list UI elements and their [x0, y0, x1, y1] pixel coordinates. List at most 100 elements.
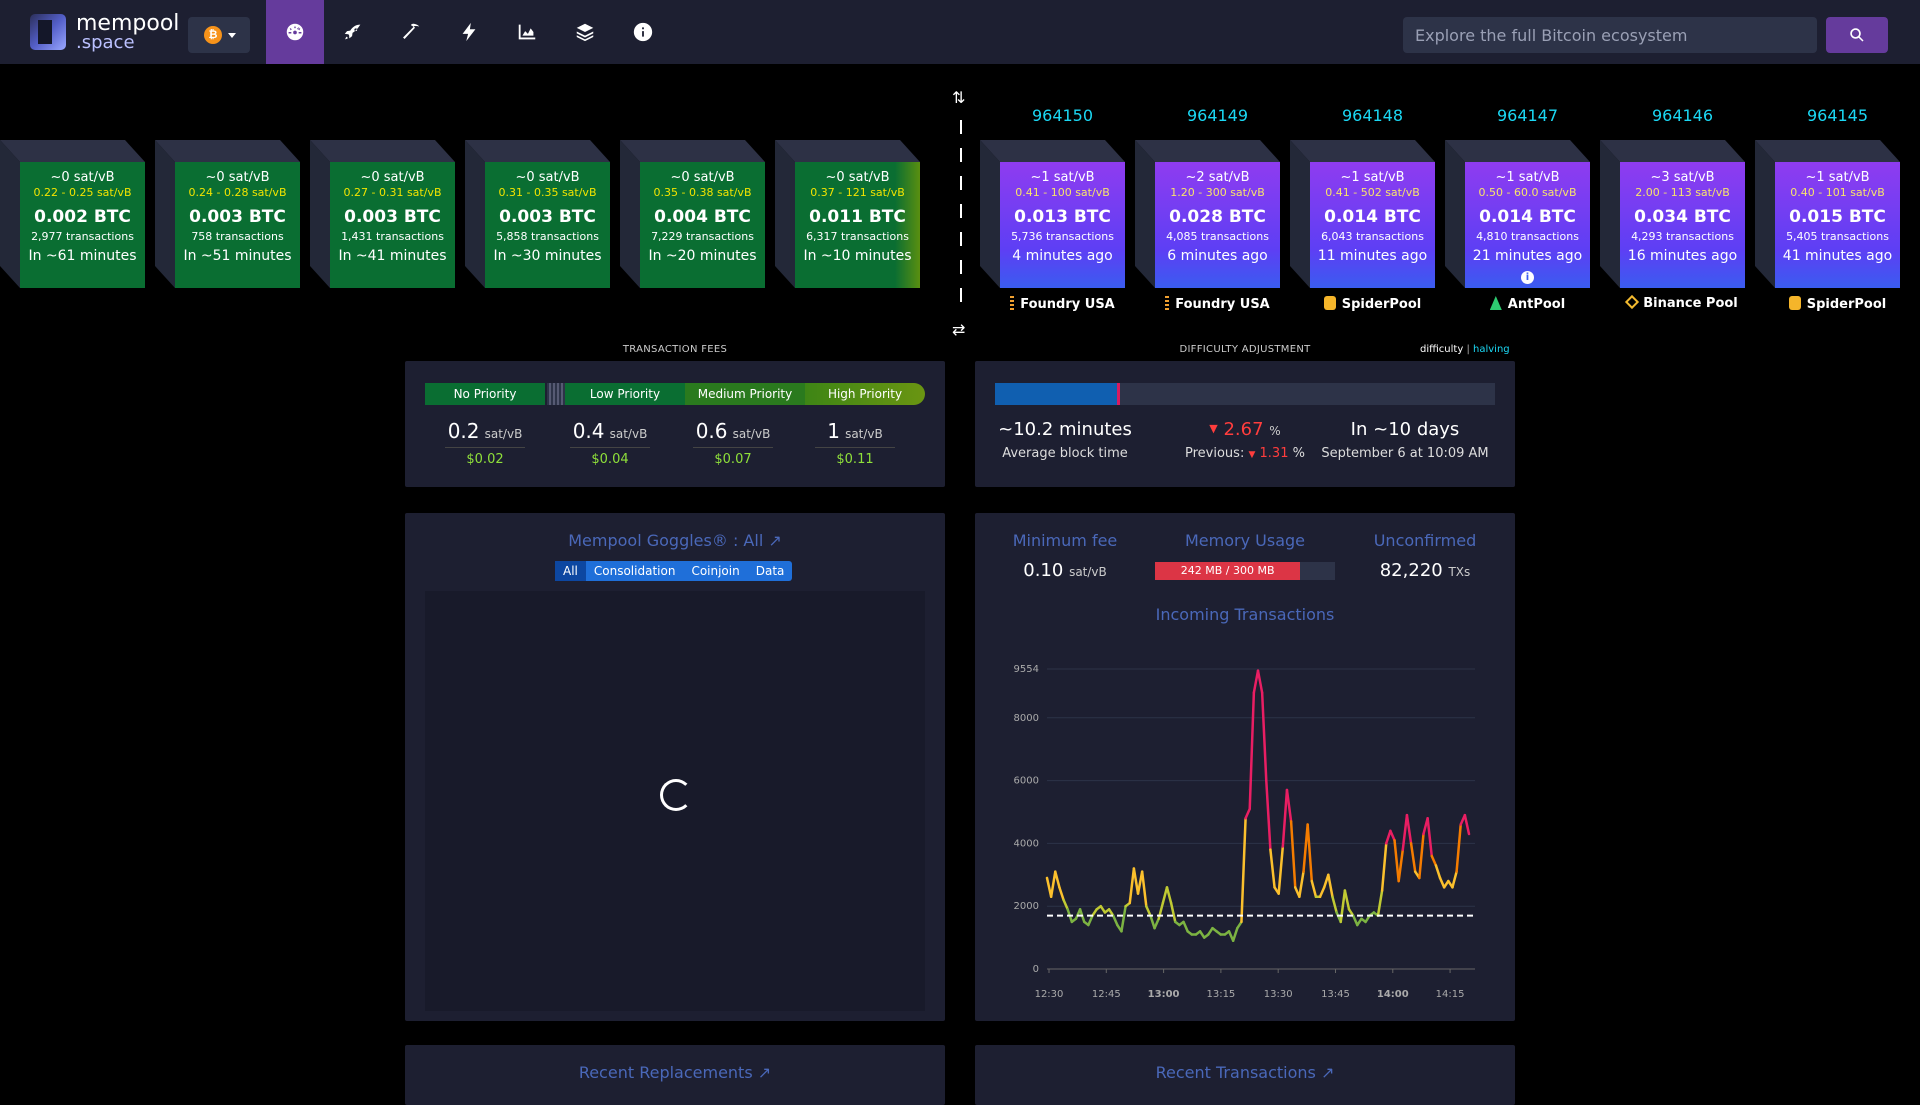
- mempool-block[interactable]: ~0 sat/vB 0.24 - 0.28 sat/vB 0.003 BTC 7…: [155, 140, 300, 288]
- series-line-segment: [1455, 823, 1462, 873]
- block-height[interactable]: 964149: [1186, 106, 1249, 125]
- chevron-down-icon: [228, 33, 236, 38]
- mempool-block[interactable]: ~0 sat/vB 0.31 - 0.35 sat/vB 0.003 BTC 5…: [465, 140, 610, 288]
- difficulty-toggle[interactable]: difficulty: [1420, 344, 1464, 355]
- series-line-segment: [1327, 873, 1334, 899]
- y-tick-label: 6000: [1014, 776, 1039, 787]
- block-age: 41 minutes ago: [1782, 248, 1893, 264]
- mempool-block[interactable]: ~0 sat/vB 0.27 - 0.31 sat/vB 0.003 BTC 1…: [310, 140, 455, 288]
- y-tick-label: 9554: [1014, 664, 1039, 675]
- mined-block[interactable]: 964147 ~1 sat/vB 0.50 - 60.0 sat/vB 0.01…: [1445, 106, 1590, 312]
- series-line-segment: [1161, 886, 1169, 905]
- mining-pool[interactable]: Foundry USA: [990, 296, 1135, 312]
- mined-block[interactable]: 964150 ~1 sat/vB 0.41 - 100 sat/vB 0.013…: [980, 106, 1125, 312]
- block-total-fees: 0.028 BTC: [1169, 207, 1266, 227]
- halving-toggle[interactable]: halving: [1473, 344, 1510, 355]
- sort-arrows-icon[interactable]: ⇅: [952, 88, 966, 107]
- nav-accelerator[interactable]: [324, 0, 382, 64]
- nav-dashboard[interactable]: [266, 0, 324, 64]
- info-icon: [633, 22, 653, 42]
- goggles-title[interactable]: Mempool Goggles® : All ↗: [568, 531, 782, 550]
- y-tick-label: 2000: [1014, 901, 1039, 912]
- mined-block[interactable]: 964146 ~3 sat/vB 2.00 - 113 sat/vB 0.034…: [1600, 106, 1745, 311]
- filter-data[interactable]: Data: [755, 564, 785, 578]
- logo-subtext: .space: [76, 32, 135, 53]
- mempool-block[interactable]: ~0 sat/vB 0.37 - 121 sat/vB 0.011 BTC 6,…: [775, 140, 920, 288]
- network-selector[interactable]: ₿: [188, 17, 250, 53]
- block-tx-count: 4,810 transactions: [1476, 230, 1579, 243]
- filter-coinjoin[interactable]: Coinjoin: [691, 564, 740, 578]
- mining-pool[interactable]: Binance Pool: [1610, 294, 1755, 311]
- mining-pool[interactable]: SpiderPool: [1765, 296, 1910, 312]
- block-height[interactable]: 964146: [1651, 106, 1714, 125]
- block-total-fees: 0.013 BTC: [1014, 207, 1111, 227]
- series-line-segment: [1302, 823, 1309, 873]
- block-fee-range: 0.50 - 60.0 sat/vB: [1478, 186, 1577, 199]
- series-line-segment: [1380, 842, 1388, 892]
- series-line-segment: [1451, 870, 1458, 889]
- recent-transactions-panel: Recent Transactions ↗: [975, 1045, 1515, 1105]
- block-height[interactable]: 964148: [1341, 106, 1404, 125]
- recent-replacements-title[interactable]: Recent Replacements ↗: [578, 1063, 772, 1082]
- nav-lightning[interactable]: [440, 0, 498, 64]
- series-line-segment: [1347, 908, 1355, 917]
- nav-about[interactable]: [614, 0, 672, 64]
- mining-pool[interactable]: Foundry USA: [1145, 296, 1290, 312]
- block-height[interactable]: 964150: [1031, 106, 1094, 125]
- mempool-block[interactable]: ~0 sat/vB 0.35 - 0.38 sat/vB 0.004 BTC 7…: [620, 140, 765, 288]
- search-input[interactable]: [1403, 17, 1817, 53]
- medium-priority-fee: 0.6 sat/vB $0.07: [683, 419, 783, 467]
- nav-docs[interactable]: [556, 0, 614, 64]
- nav-mining[interactable]: [382, 0, 440, 64]
- mempool-stats-panel: Minimum fee 0.10 sat/vB Memory Usage 242…: [975, 513, 1515, 1021]
- block-fee-range: 2.00 - 113 sat/vB: [1635, 186, 1730, 199]
- mining-pool[interactable]: AntPool: [1455, 296, 1600, 312]
- series-line-segment: [1364, 914, 1371, 924]
- block-fee-range: 0.37 - 121 sat/vB: [810, 186, 905, 199]
- info-icon[interactable]: i: [1521, 271, 1534, 284]
- fees-panel: No Priority Low Priority Medium Priority…: [405, 361, 945, 487]
- recent-transactions-title[interactable]: Recent Transactions ↗: [1155, 1063, 1335, 1082]
- series-line-segment: [1252, 669, 1260, 694]
- block-fee-range: 0.22 - 0.25 sat/vB: [33, 186, 132, 199]
- incoming-transactions-title[interactable]: Incoming Transactions: [1155, 605, 1335, 624]
- mined-block[interactable]: 964145 ~1 sat/vB 0.40 - 101 sat/vB 0.015…: [1755, 106, 1900, 312]
- series-line-segment: [1318, 886, 1326, 899]
- filter-all[interactable]: All: [555, 561, 586, 581]
- series-line-segment: [1426, 817, 1434, 858]
- incoming-transactions-chart[interactable]: 0 2000 4000 6000 8000 9554 12:30 12:45 13:00 13:1…: [975, 633, 1515, 1013]
- block-total-fees: 0.003 BTC: [189, 207, 286, 227]
- series-line-segment: [1418, 832, 1425, 880]
- series-line-segment: [1099, 904, 1107, 914]
- mempool-logo[interactable]: mempool .space: [30, 13, 180, 53]
- pool-name: AntPool: [1507, 297, 1566, 312]
- mined-block[interactable]: 964149 ~2 sat/vB 1.20 - 300 sat/vB 0.028…: [1135, 106, 1280, 312]
- block-median-fee: ~3 sat/vB: [1650, 170, 1715, 185]
- series-line-segment: [1145, 904, 1152, 917]
- block-tx-count: 758 transactions: [191, 230, 284, 243]
- series-line-segment: [1265, 779, 1272, 851]
- mining-pool[interactable]: SpiderPool: [1300, 296, 1445, 312]
- swap-arrows-icon[interactable]: ⇄: [952, 320, 966, 339]
- series-line-segment: [1430, 854, 1438, 867]
- block-height[interactable]: 964147: [1496, 106, 1559, 125]
- series-line-segment: [1062, 898, 1069, 911]
- mined-block[interactable]: 964148 ~1 sat/vB 0.41 - 502 sat/vB 0.014…: [1290, 106, 1435, 312]
- block-height[interactable]: 964145: [1806, 106, 1869, 125]
- antpool-icon: [1489, 296, 1502, 310]
- nav-graphs[interactable]: [498, 0, 556, 64]
- series-line-segment: [1376, 889, 1384, 917]
- x-tick-label: 13:45: [1321, 989, 1350, 1000]
- series-line-segment: [1248, 691, 1256, 811]
- series-line-segment: [1140, 870, 1148, 908]
- filter-consolidation[interactable]: Consolidation: [593, 564, 676, 578]
- mempool-block[interactable]: ~0 sat/vB 0.22 - 0.25 sat/vB 0.002 BTC 2…: [0, 140, 145, 288]
- series-line-segment: [1087, 914, 1094, 927]
- low-priority-fee: 0.4 sat/vB $0.04: [560, 419, 660, 467]
- foundry-icon: [1165, 296, 1170, 310]
- block-fee-range: 0.27 - 0.31 sat/vB: [343, 186, 442, 199]
- series-line-segment: [1107, 908, 1115, 917]
- search-button[interactable]: [1826, 17, 1888, 53]
- loading-spinner-icon: [660, 779, 692, 811]
- block-total-fees: 0.014 BTC: [1479, 207, 1576, 227]
